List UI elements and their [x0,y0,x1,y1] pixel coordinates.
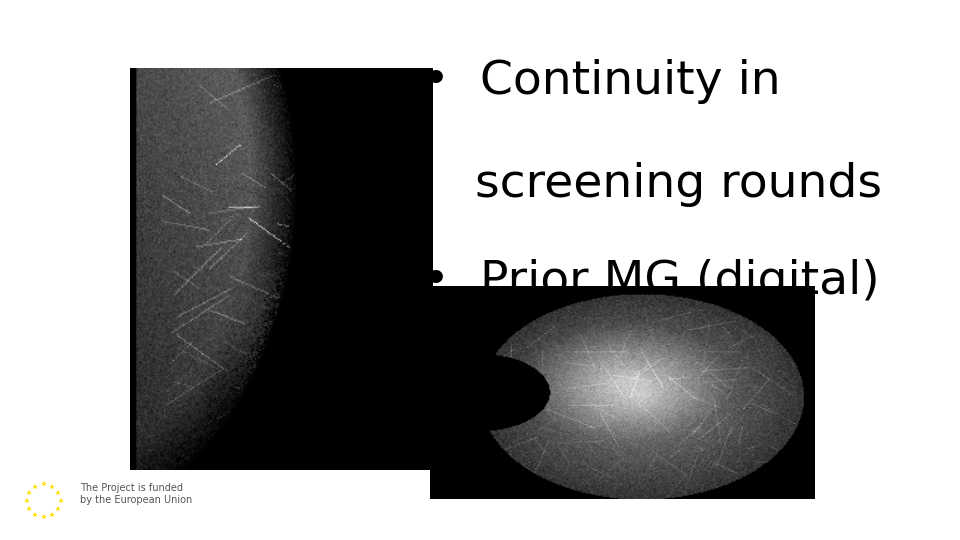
Text: •  Prior MG (digital): • Prior MG (digital) [422,259,880,304]
Text: screening rounds: screening rounds [475,162,882,207]
Text: The Project is funded
by the European Union: The Project is funded by the European Un… [80,483,192,505]
Text: •  Continuity in: • Continuity in [422,59,781,104]
